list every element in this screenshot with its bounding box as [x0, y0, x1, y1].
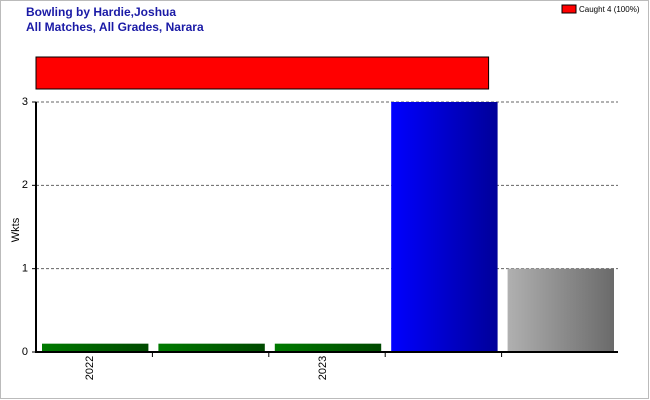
bar — [391, 102, 498, 352]
bar — [158, 343, 265, 352]
y-tick-label: 2 — [22, 179, 28, 191]
legend-swatch — [561, 4, 577, 14]
bar — [274, 343, 382, 352]
legend-label: Caught 4 (100%) — [579, 5, 640, 14]
y-tick-label: 1 — [22, 263, 28, 275]
x-tick-label: 2022 — [84, 356, 96, 380]
bar — [42, 343, 149, 352]
chart-subtitle: All Matches, All Grades, Narara — [26, 20, 204, 34]
bar — [507, 268, 614, 352]
dismissal-bar — [35, 56, 490, 90]
x-tick-label: 2023 — [317, 356, 329, 380]
y-tick-label: 3 — [22, 96, 28, 108]
y-tick-label: 0 — [22, 346, 28, 358]
y-axis-label: Wkts — [10, 217, 22, 242]
chart-title: Bowling by Hardie,Joshua — [26, 5, 176, 19]
